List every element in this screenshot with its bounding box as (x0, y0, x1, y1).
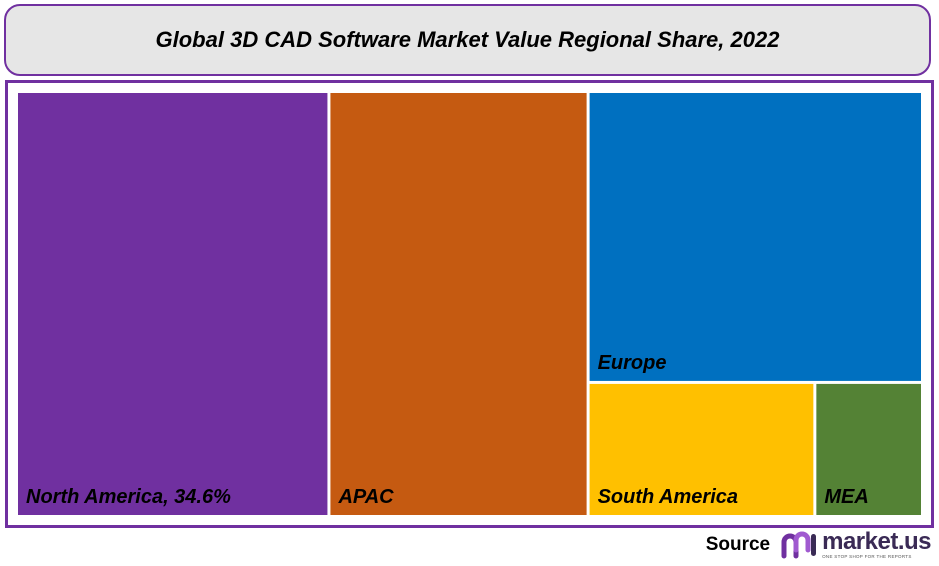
tile-north-america (18, 93, 328, 515)
tile-apac (330, 93, 587, 515)
brand-name: market.us (822, 528, 931, 556)
tile-south-america (589, 383, 814, 515)
tile-label-north-america: North America, 34.6% (26, 486, 231, 508)
tile-label-mea: MEA (824, 486, 868, 508)
source-label: Source (705, 534, 771, 555)
brand-logo[interactable]: market.us ONE STOP SHOP FOR THE REPORTS (780, 530, 931, 560)
tile-label-south-america: South America (598, 486, 738, 508)
brand-tagline: ONE STOP SHOP FOR THE REPORTS (822, 554, 912, 560)
tile-label-apac: APAC (337, 486, 394, 508)
treemap-chart: North America, 34.6% APAC Europe South Amer… (18, 93, 921, 515)
market-us-logo-icon (781, 531, 817, 559)
chart-frame: North America, 34.6% APAC Europe South Amer… (5, 80, 934, 528)
tile-label-europe: Europe (598, 352, 667, 374)
tile-europe (589, 93, 921, 381)
tile-mea (816, 383, 921, 515)
footer: Source market.us ONE STOP SHOP FOR THE R… (705, 528, 932, 562)
chart-title: Global 3D CAD Software Market Value Regi… (155, 27, 780, 52)
chart-title-box: Global 3D CAD Software Market Value Regi… (4, 4, 931, 76)
